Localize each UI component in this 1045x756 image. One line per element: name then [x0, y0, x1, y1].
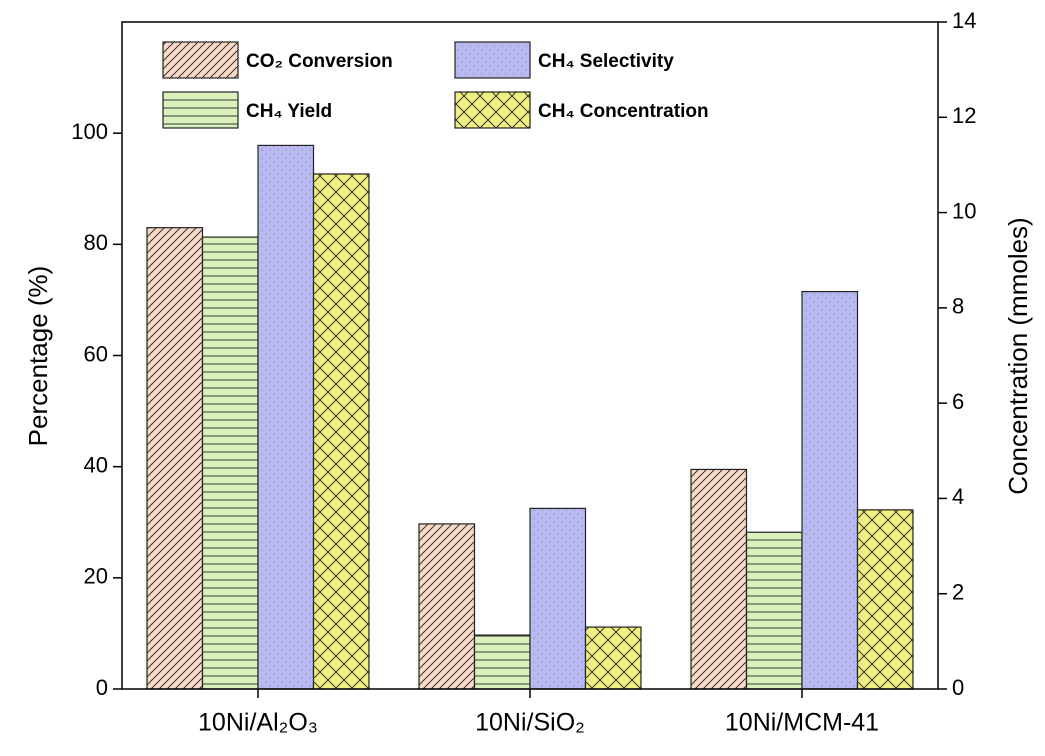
- bar: [690, 468, 748, 690]
- x-tick-label: 10Ni/MCM-41: [725, 709, 879, 737]
- x-tick-label: 10Ni/SiO₂: [475, 709, 585, 737]
- bar: [584, 626, 642, 690]
- y-tick-label: 100: [71, 119, 108, 144]
- bar: [801, 290, 859, 690]
- legend-swatch: [162, 91, 239, 129]
- legend-label: CH₄ Yield: [246, 101, 332, 122]
- bar: [418, 523, 476, 690]
- y-tick-label: 20: [84, 564, 108, 589]
- y2-tick-label: 8: [952, 294, 964, 319]
- y2-tick-label: 12: [952, 103, 976, 128]
- bar: [312, 173, 370, 690]
- bar: [146, 227, 204, 690]
- legend-label: CH₄ Concentration: [538, 101, 709, 122]
- legend-label: CO₂ Conversion: [246, 51, 393, 72]
- bar: [201, 236, 259, 690]
- legend-label: CH₄ Selectivity: [538, 51, 674, 72]
- y2-tick-label: 2: [952, 580, 964, 605]
- y-tick-label: 60: [84, 341, 108, 366]
- x-tick-label: 10Ni/Al₂O₃: [198, 709, 318, 737]
- legend-swatch: [454, 91, 531, 129]
- bar: [473, 634, 531, 690]
- y-axis-title: Percentage (%): [23, 266, 53, 447]
- y-tick-label: 0: [96, 675, 108, 700]
- y2-tick-label: 4: [952, 484, 964, 509]
- y-tick-label: 80: [84, 230, 108, 255]
- bar: [257, 144, 315, 690]
- legend-swatch: [454, 41, 531, 79]
- y2-axis-title: Concentration (mmoles): [1003, 217, 1033, 494]
- bar: [529, 507, 587, 690]
- y2-tick-label: 0: [952, 675, 964, 700]
- y2-tick-label: 6: [952, 389, 964, 414]
- y2-tick-label: 10: [952, 198, 976, 223]
- bar: [856, 509, 914, 690]
- bar: [745, 531, 803, 690]
- plot-frame: [121, 21, 939, 690]
- y2-tick-label: 14: [952, 8, 976, 33]
- legend-swatch: [162, 41, 239, 79]
- y-tick-label: 40: [84, 452, 108, 477]
